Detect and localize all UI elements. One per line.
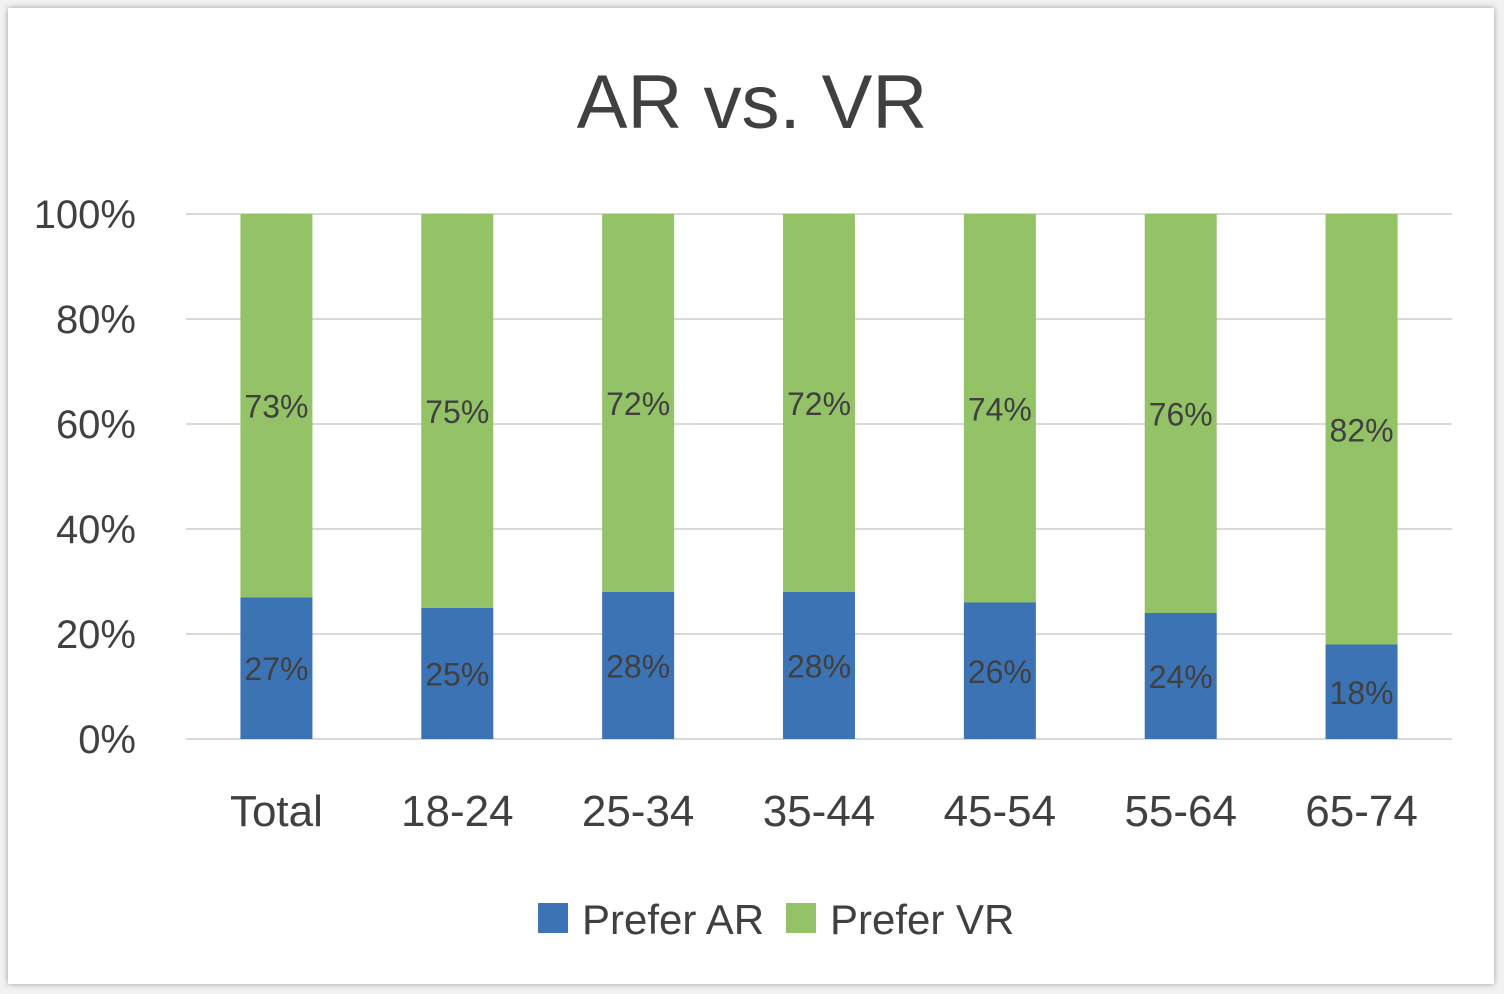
- data-label: 28%: [606, 649, 670, 685]
- x-category-label: Total: [230, 787, 323, 836]
- legend: Prefer AR Prefer VR: [538, 896, 1014, 943]
- data-labels: 27% 73% 25% 75% 28% 72% 28% 72% 26% 74% 24% 76% 18% 8…: [244, 386, 1393, 711]
- bar-prefer-ar-45-54: [963, 602, 1036, 739]
- data-label: 28%: [787, 649, 851, 685]
- data-label: 82%: [1330, 412, 1394, 448]
- data-label: 76%: [1149, 397, 1213, 433]
- y-tick-label: 60%: [56, 403, 136, 447]
- bar-prefer-ar-55-64: [1144, 613, 1217, 739]
- data-label: 27%: [244, 651, 308, 687]
- x-category-label: 18-24: [401, 787, 514, 836]
- bar-prefer-ar-18-24: [421, 607, 494, 739]
- y-tick-label: 100%: [34, 193, 136, 237]
- data-label: 18%: [1330, 675, 1394, 711]
- bar-prefer-vr-25-34: [602, 214, 675, 592]
- data-label: 73%: [244, 389, 308, 425]
- x-category-label: 45-54: [944, 787, 1057, 836]
- x-axis-categories: Total 18-24 25-34 35-44 45-54 55-64 65-74: [230, 787, 1418, 836]
- legend-label: Prefer VR: [830, 896, 1014, 943]
- y-axis-ticks: 0% 20% 40% 60% 80% 100%: [34, 193, 136, 762]
- x-category-label: 65-74: [1305, 787, 1418, 836]
- bar-prefer-ar-35-44: [783, 592, 855, 739]
- bar-prefer-vr-55-64: [1144, 214, 1217, 613]
- x-category-label: 35-44: [763, 787, 876, 836]
- y-tick-label: 80%: [56, 298, 136, 342]
- bar-prefer-ar-25-34: [602, 592, 675, 739]
- legend-swatch: [786, 903, 816, 933]
- x-category-label: 55-64: [1124, 787, 1237, 836]
- chart-title: AR vs. VR: [577, 60, 928, 145]
- data-label: 72%: [787, 386, 851, 422]
- bar-prefer-vr-65-74: [1325, 214, 1398, 645]
- y-tick-label: 0%: [78, 718, 136, 762]
- bar-prefer-vr-total: [240, 214, 313, 598]
- x-category-label: 25-34: [582, 787, 695, 836]
- data-label: 26%: [968, 654, 1032, 690]
- data-label: 74%: [968, 391, 1032, 427]
- data-label: 72%: [606, 386, 670, 422]
- legend-label: Prefer AR: [582, 896, 764, 943]
- bars: [240, 214, 1398, 739]
- y-tick-label: 40%: [56, 508, 136, 552]
- bar-prefer-ar-total: [240, 597, 313, 739]
- bar-prefer-vr-45-54: [963, 214, 1036, 603]
- data-label: 25%: [425, 656, 489, 692]
- bar-prefer-vr-35-44: [783, 214, 855, 592]
- data-label: 75%: [425, 394, 489, 430]
- data-label: 24%: [1149, 659, 1213, 695]
- y-tick-label: 20%: [56, 613, 136, 657]
- bar-prefer-ar-65-74: [1325, 644, 1398, 739]
- bar-prefer-vr-18-24: [421, 214, 494, 608]
- legend-swatch: [538, 903, 568, 933]
